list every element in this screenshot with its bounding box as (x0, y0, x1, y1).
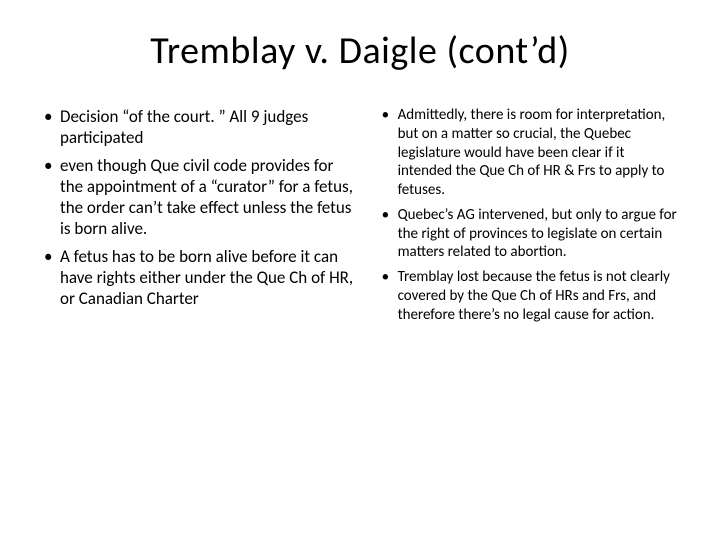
list-item: Tremblay lost because the fetus is not c… (378, 268, 680, 324)
left-column: Decision “of the court. ” All 9 judges p… (40, 106, 358, 330)
list-item: A fetus has to be born alive before it c… (40, 246, 358, 310)
slide: Tremblay v. Daigle (cont’d) Decision “of… (0, 0, 720, 540)
left-bullet-list: Decision “of the court. ” All 9 judges p… (40, 106, 358, 309)
list-item: Admittedly, there is room for interpreta… (378, 106, 680, 200)
list-item: Decision “of the court. ” All 9 judges p… (40, 106, 358, 149)
right-column: Admittedly, there is room for interpreta… (378, 106, 680, 330)
right-bullet-list: Admittedly, there is room for interpreta… (378, 106, 680, 324)
content-columns: Decision “of the court. ” All 9 judges p… (40, 106, 680, 330)
slide-title: Tremblay v. Daigle (cont’d) (40, 28, 680, 74)
list-item: Quebec’s AG intervened, but only to argu… (378, 206, 680, 262)
list-item: even though Que civil code provides for … (40, 155, 358, 240)
